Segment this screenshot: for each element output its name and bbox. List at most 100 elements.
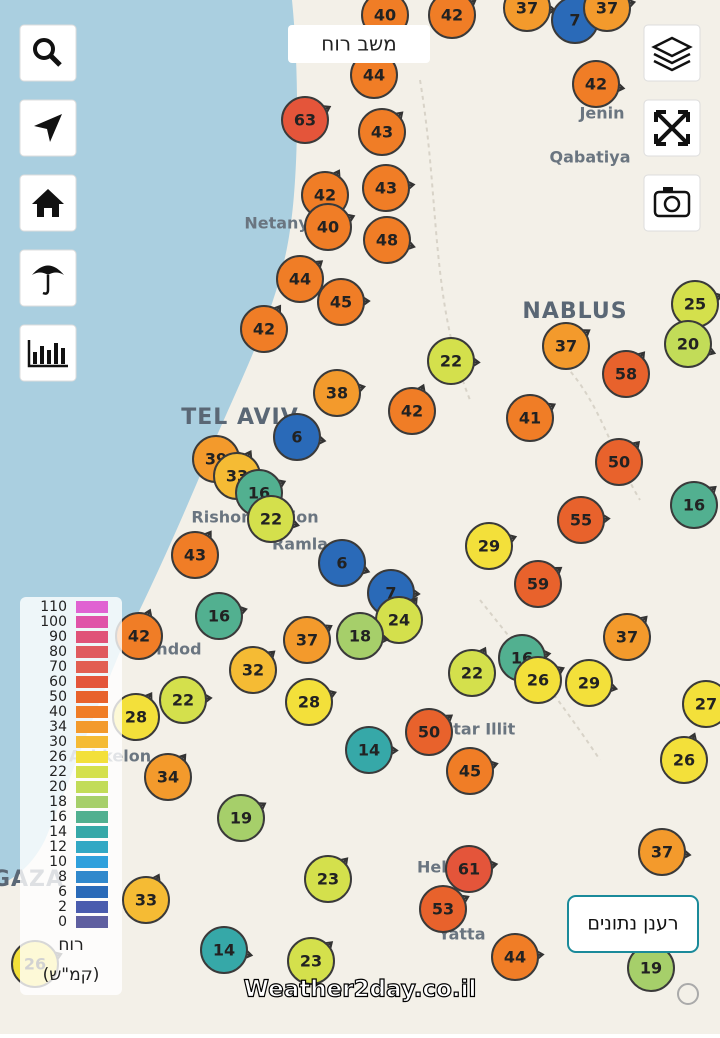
station-value[interactable]: 28 (298, 693, 320, 712)
station-marker[interactable] (638, 828, 686, 876)
station-value[interactable]: 38 (326, 384, 348, 403)
station-marker[interactable] (285, 678, 333, 726)
station-value[interactable]: 43 (371, 123, 393, 142)
station-marker[interactable] (595, 438, 643, 486)
station-marker[interactable] (405, 708, 453, 756)
station-marker[interactable] (363, 216, 411, 264)
home-button[interactable] (19, 174, 77, 232)
station-marker[interactable] (565, 659, 613, 707)
station-value[interactable]: 37 (651, 843, 673, 862)
camera-button[interactable] (643, 174, 701, 232)
station-value[interactable]: 19 (230, 809, 252, 828)
station-value[interactable]: 42 (314, 186, 336, 205)
station-marker[interactable] (542, 322, 590, 370)
station-value[interactable]: 61 (458, 860, 480, 879)
station-marker[interactable] (317, 278, 365, 326)
station-value[interactable]: 24 (388, 611, 410, 630)
station-value[interactable]: 16 (208, 607, 230, 626)
station-marker[interactable] (660, 736, 708, 784)
station-value[interactable]: 37 (555, 337, 577, 356)
station-value[interactable]: 58 (615, 365, 637, 384)
station-value[interactable]: 29 (578, 674, 600, 693)
station-value[interactable]: 34 (157, 768, 179, 787)
station-value[interactable]: 29 (478, 537, 500, 556)
station-value[interactable]: 28 (125, 708, 147, 727)
station-marker[interactable] (171, 531, 219, 579)
station-marker[interactable] (514, 656, 562, 704)
station-marker[interactable] (336, 612, 384, 660)
station-marker[interactable] (491, 933, 539, 981)
station-value[interactable]: 20 (677, 335, 699, 354)
station-marker[interactable] (514, 560, 562, 608)
station-value[interactable]: 7 (385, 584, 396, 603)
station-value[interactable]: 42 (441, 6, 463, 25)
station-value[interactable]: 7 (569, 11, 580, 30)
station-marker[interactable] (318, 539, 366, 587)
station-value[interactable]: 40 (317, 218, 339, 237)
station-value[interactable]: 44 (363, 66, 385, 85)
station-value[interactable]: 45 (330, 293, 352, 312)
station-value[interactable]: 37 (516, 0, 538, 18)
station-marker[interactable] (602, 350, 650, 398)
station-marker[interactable] (465, 522, 513, 570)
station-value[interactable]: 43 (375, 179, 397, 198)
station-value[interactable]: 14 (358, 741, 380, 760)
station-value[interactable]: 14 (213, 941, 235, 960)
station-marker[interactable] (603, 613, 651, 661)
station-marker[interactable] (304, 203, 352, 251)
station-value[interactable]: 37 (616, 628, 638, 647)
station-value[interactable]: 6 (291, 428, 302, 447)
station-value[interactable]: 26 (527, 671, 549, 690)
station-value[interactable]: 43 (184, 546, 206, 565)
station-marker[interactable] (122, 876, 170, 924)
station-marker[interactable] (345, 726, 393, 774)
station-value[interactable]: 6 (336, 554, 347, 573)
station-value[interactable]: 22 (440, 352, 462, 371)
station-value[interactable]: 59 (527, 575, 549, 594)
station-marker[interactable] (313, 369, 361, 417)
station-value[interactable]: 23 (317, 870, 339, 889)
station-marker[interactable] (159, 676, 207, 724)
station-marker[interactable] (200, 926, 248, 974)
station-value[interactable]: 27 (695, 695, 717, 714)
station-marker[interactable] (419, 885, 467, 933)
info-icon[interactable] (677, 983, 699, 1005)
station-value[interactable]: 41 (519, 409, 541, 428)
station-value[interactable]: 22 (260, 510, 282, 529)
station-value[interactable]: 42 (253, 320, 275, 339)
station-value[interactable]: 48 (376, 231, 398, 250)
station-value[interactable]: 18 (349, 627, 371, 646)
station-marker[interactable] (670, 481, 718, 529)
station-value[interactable]: 44 (289, 270, 311, 289)
station-value[interactable]: 45 (459, 762, 481, 781)
station-marker[interactable] (446, 747, 494, 795)
station-marker[interactable] (276, 255, 324, 303)
station-value[interactable]: 50 (608, 453, 630, 472)
stats-button[interactable] (19, 324, 77, 382)
layers-button[interactable] (643, 24, 701, 82)
station-marker[interactable] (247, 495, 295, 543)
station-marker[interactable] (682, 680, 720, 728)
station-value[interactable]: 22 (172, 691, 194, 710)
station-value[interactable]: 16 (683, 496, 705, 515)
station-marker[interactable] (428, 0, 476, 39)
station-value[interactable]: 37 (296, 631, 318, 650)
station-value[interactable]: 42 (585, 75, 607, 94)
station-marker[interactable] (572, 60, 620, 108)
station-value[interactable]: 55 (570, 511, 592, 530)
station-marker[interactable] (362, 164, 410, 212)
station-marker[interactable] (448, 649, 496, 697)
station-value[interactable]: 26 (673, 751, 695, 770)
station-marker[interactable] (557, 496, 605, 544)
station-marker[interactable] (283, 616, 331, 664)
station-marker[interactable] (506, 394, 554, 442)
station-marker[interactable] (195, 592, 243, 640)
station-marker[interactable] (217, 794, 265, 842)
station-value[interactable]: 53 (432, 900, 454, 919)
fullscreen-button[interactable] (643, 99, 701, 157)
station-value[interactable]: 19 (640, 959, 662, 978)
station-value[interactable]: 42 (401, 402, 423, 421)
station-value[interactable]: 44 (504, 948, 526, 967)
rain-button[interactable] (19, 249, 77, 307)
station-marker[interactable] (664, 320, 712, 368)
